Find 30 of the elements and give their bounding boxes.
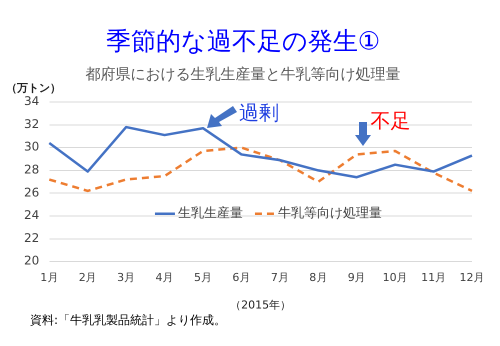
x-tick-label: 2月 xyxy=(78,271,97,284)
x-tick-label: 1月 xyxy=(40,271,58,284)
x-tick-label: 10月 xyxy=(382,271,408,284)
line-series xyxy=(48,146,474,192)
x-tick-label: 7月 xyxy=(270,271,289,284)
y-tick-label: 28 xyxy=(24,162,40,177)
x-tick-label: 9月 xyxy=(348,271,366,284)
x-tick-label: 4月 xyxy=(156,271,174,284)
x-tick-label: 8月 xyxy=(309,271,328,284)
x-tick-label: 5月 xyxy=(194,271,212,284)
chart-title: 季節的な過不足の発生① xyxy=(106,26,380,56)
x-tick-label: 12月 xyxy=(460,271,484,284)
y-tick-label: 24 xyxy=(24,208,40,222)
x-tick-label: 6月 xyxy=(232,271,250,284)
y-tick-label: 20 xyxy=(24,254,40,268)
chart-subtitle: 都府県における生乳生産量と牛乳等向け処理量 xyxy=(86,64,400,83)
y-tick-label: 30 xyxy=(24,140,40,154)
annotation: 不足 xyxy=(370,108,411,133)
y-tick-label: 26 xyxy=(24,185,40,200)
x-tick-label: 11月 xyxy=(421,271,446,284)
y-axis-title: （万トン） xyxy=(6,81,61,94)
text: 資料:「牛乳乳製品統計」より作成。 xyxy=(30,312,226,329)
annotation: 過剰 xyxy=(238,100,279,124)
legend-label: 生乳生産量 xyxy=(178,205,243,222)
y-tick-label: 34 xyxy=(24,94,40,108)
legend-label: 牛乳等向け処理量 xyxy=(278,206,382,222)
y-tick-label: 22 xyxy=(24,230,40,245)
x-axis-title: （2015年） xyxy=(230,298,292,312)
y-tick-label: 32 xyxy=(24,116,40,131)
x-tick-label: 3月 xyxy=(117,271,136,284)
